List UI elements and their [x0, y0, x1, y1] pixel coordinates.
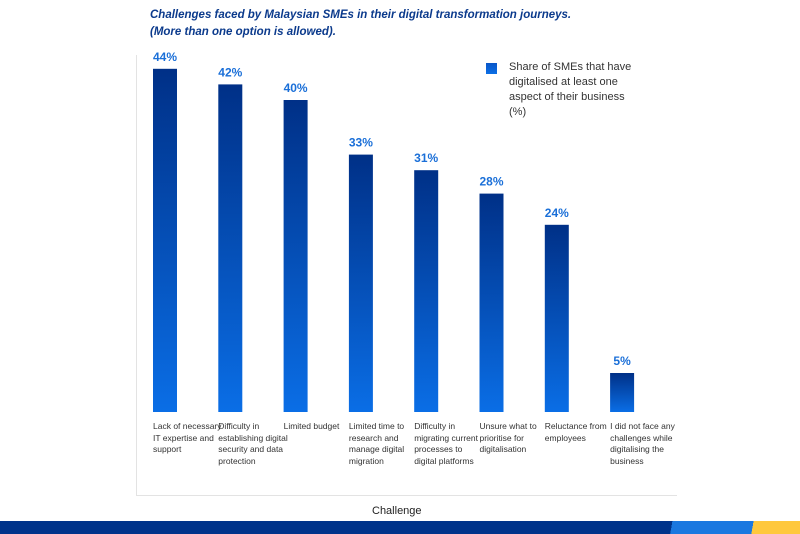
data-label: 44%: [153, 50, 177, 64]
bar: [153, 68, 177, 413]
bar: [610, 373, 635, 412]
data-label: 24%: [545, 206, 569, 220]
footer-accent: [640, 521, 800, 534]
category-label: Reluctance from employees: [544, 421, 607, 443]
bar: [283, 100, 308, 412]
subtitle-line: (More than one option is allowed).: [150, 26, 336, 38]
data-label: 31%: [414, 151, 438, 165]
category-label: Difficulty in establishing digital secur…: [218, 421, 288, 466]
bar: [348, 154, 373, 412]
data-label: 42%: [218, 65, 242, 79]
bar: [414, 170, 439, 412]
legend: Share of SMEs that have digitalised at l…: [486, 60, 639, 120]
bar: [218, 84, 243, 413]
chart-title: Challenges faced by Malaysian SMEs in th…: [150, 7, 571, 41]
category-label: Difficulty in migrating current processe…: [414, 421, 478, 466]
chart-panel: [136, 55, 677, 496]
bar: [479, 193, 504, 412]
category-label: Limited time to research and manage digi…: [348, 421, 405, 466]
bar: [544, 224, 569, 412]
category-label: Limited budget: [283, 421, 340, 431]
data-label: 33%: [349, 136, 373, 150]
category-label: Lack of necessary IT expertise and suppo…: [153, 421, 222, 454]
category-label: I did not face any challenges while digi…: [610, 421, 675, 466]
title-line: Challenges faced by Malaysian SMEs in th…: [150, 9, 572, 21]
x-axis-label: Challenge: [372, 505, 422, 517]
data-label: 40%: [284, 81, 308, 95]
footer-band: [0, 521, 800, 534]
category-label: Unsure what to prioritise for digitalisa…: [479, 421, 537, 454]
data-label: 28%: [479, 175, 503, 189]
legend-swatch: [486, 63, 497, 74]
data-label: 5%: [613, 354, 631, 368]
legend-label: Share of SMEs that have digitalised at l…: [509, 61, 632, 118]
